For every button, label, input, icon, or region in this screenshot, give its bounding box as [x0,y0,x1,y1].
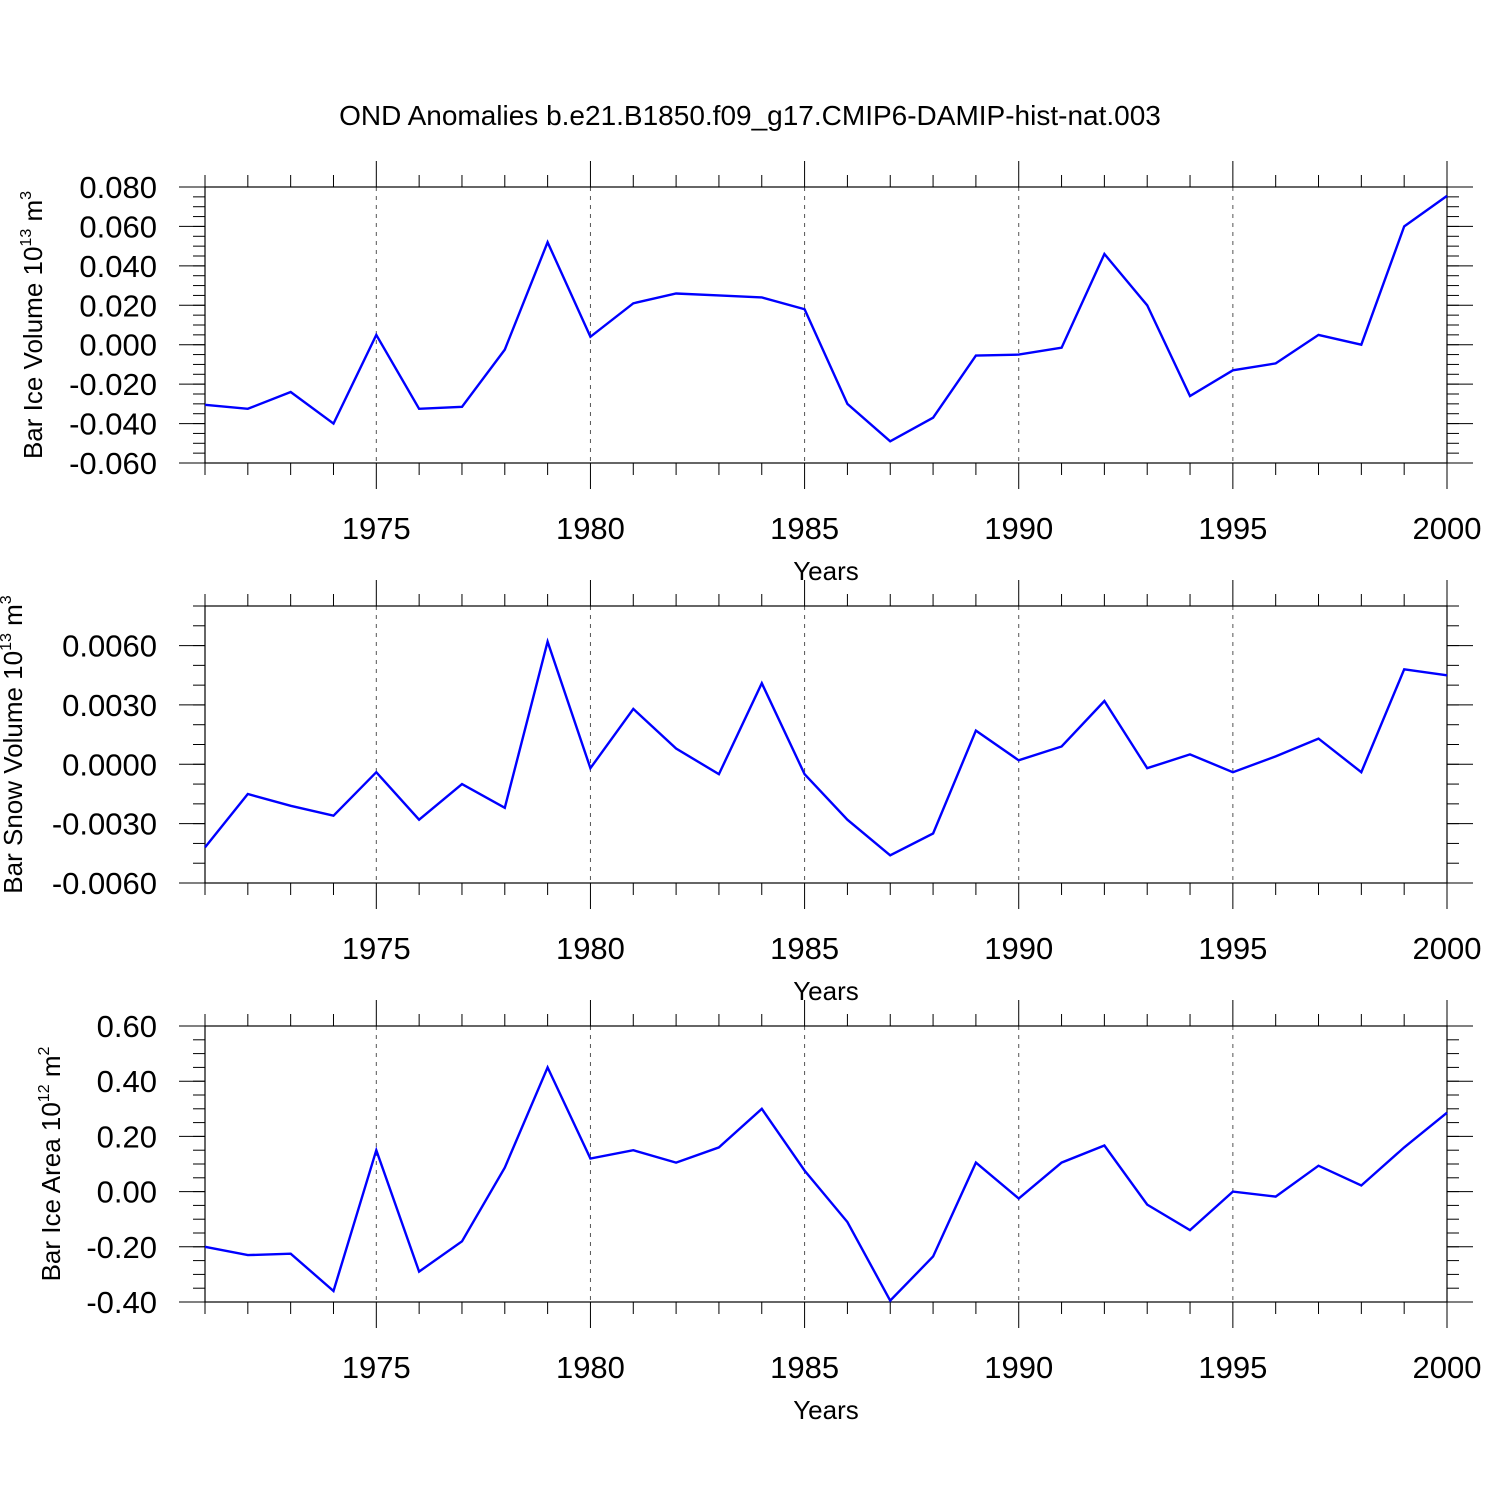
x-axis-title: Years [793,976,859,1006]
y-tick-label: -0.0030 [52,807,157,842]
y-axis-title-part: m [18,200,48,229]
y-axis-title-part: Bar Ice Area 10 [36,1102,66,1281]
x-tick-label: 1980 [556,1350,625,1385]
y-axis-title: Bar Snow Volume 1013 m3 [0,595,28,894]
panels: -0.060 -0.040 -0.020 0.000 0.020 0.040 0.060 0.… [0,161,1481,1425]
x-tick-label: 1980 [556,931,625,966]
x-tick-label: 1985 [770,931,839,966]
x-tick-label: 1985 [770,1350,839,1385]
x-tick-label: 1990 [984,1350,1053,1385]
y-tick-label: 0.080 [79,170,157,205]
panel-2: -0.0060 -0.0030 0.0000 0.0030 0.0060 1975 1980… [0,580,1481,1006]
y-axis-title-superscript: 12 [36,1084,53,1102]
y-axis-title-superscript: 13 [18,229,35,247]
y-tick-label: 0.0000 [62,747,157,782]
panel-3: -0.40 -0.20 0.00 0.20 0.40 0.60 1975 1980 1985 19… [36,1000,1481,1425]
y-axis-title-superscript: 13 [0,633,15,651]
x-tick-label: 1985 [770,511,839,546]
x-tick-label: 1975 [342,511,411,546]
y-tick-label: -0.0060 [52,866,157,901]
y-axis-title: Bar Ice Area 1012 m2 [36,1046,66,1281]
y-tick-label: 0.060 [79,209,157,244]
y-tick-label: 0.020 [79,288,157,323]
y-axis-title-part: Bar Ice Volume 10 [18,247,48,459]
data-series-line [204,637,1448,857]
y-tick-label: 0.60 [97,1009,157,1044]
x-tick-label: 1995 [1198,1350,1267,1385]
x-axis-title: Years [793,556,859,586]
y-axis-title-part: m [36,1055,66,1084]
y-axis-title-part: m [0,604,28,633]
y-tick-label: 0.000 [79,328,157,363]
x-tick-label: 1995 [1198,931,1267,966]
y-tick-label: -0.060 [69,446,157,481]
x-tick-label: 2000 [1413,1350,1482,1385]
y-tick-label: 0.0060 [62,629,157,664]
y-tick-label: 0.00 [97,1175,157,1210]
y-tick-label: -0.040 [69,407,157,442]
x-tick-label: 1975 [342,1350,411,1385]
y-axis-title-superscript: 3 [0,595,15,604]
x-tick-label: 1980 [556,511,625,546]
x-tick-label: 2000 [1413,511,1482,546]
y-tick-label: 0.20 [97,1119,157,1154]
y-tick-label: 0.040 [79,249,157,284]
x-axis-title: Years [793,1395,859,1425]
data-series-line [204,194,1448,443]
y-tick-label: -0.40 [86,1285,157,1320]
x-tick-label: 2000 [1413,931,1482,966]
y-tick-label: -0.20 [86,1230,157,1265]
x-tick-label: 1995 [1198,511,1267,546]
y-axis-title-superscript: 3 [18,191,35,200]
y-axis-title-part: Bar Snow Volume 10 [0,651,28,894]
x-tick-label: 1990 [984,931,1053,966]
x-tick-label: 1975 [342,931,411,966]
y-tick-label: -0.020 [69,367,157,402]
y-tick-label: 0.40 [97,1064,157,1099]
data-series-line [204,1064,1448,1303]
y-axis-title-superscript: 2 [36,1046,53,1055]
panel-1: -0.060 -0.040 -0.020 0.000 0.020 0.040 0.060 0.… [18,161,1481,586]
y-tick-label: 0.0030 [62,688,157,723]
x-tick-label: 1990 [984,511,1053,546]
chart-title: OND Anomalies b.e21.B1850.f09_g17.CMIP6-… [339,100,1161,131]
y-axis-title: Bar Ice Volume 1013 m3 [18,191,48,459]
